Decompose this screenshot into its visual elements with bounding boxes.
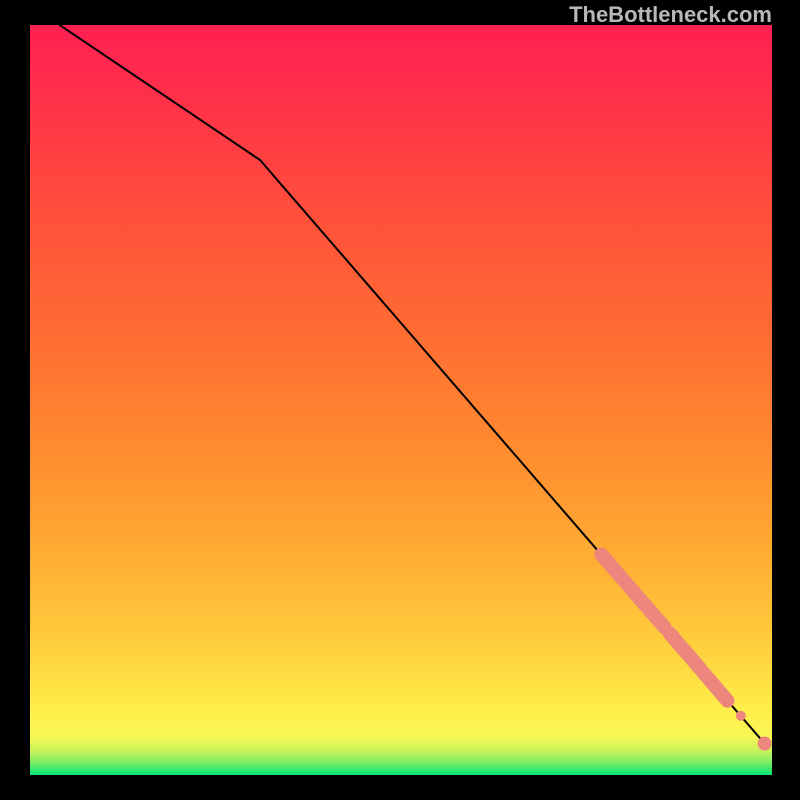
chart-frame: TheBottleneck.com: [0, 0, 800, 800]
data-marker: [758, 737, 772, 751]
gradient-background: [30, 25, 772, 775]
chart-svg: [30, 25, 772, 775]
data-marker: [736, 711, 746, 721]
watermark-text: TheBottleneck.com: [569, 2, 772, 28]
plot-area: [30, 25, 772, 775]
